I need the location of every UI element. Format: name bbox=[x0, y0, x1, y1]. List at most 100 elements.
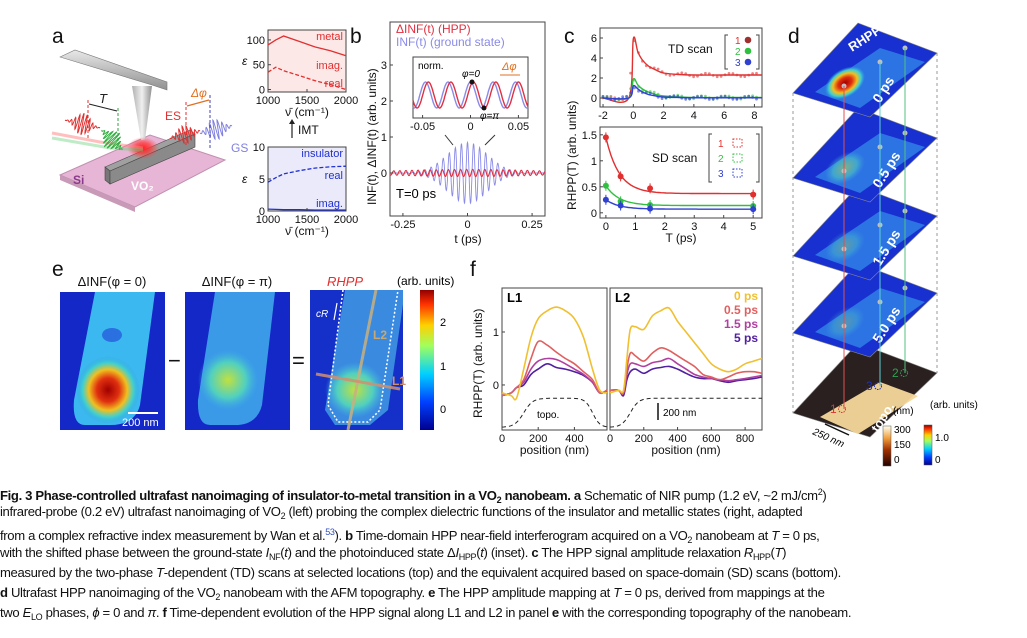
c-top-xtick: 2 bbox=[661, 110, 667, 122]
metal-ytick: 0 bbox=[259, 85, 265, 97]
metal-ytick: 50 bbox=[253, 60, 265, 72]
b-inset-xtick: 0 bbox=[467, 121, 473, 133]
c-bottom-legend-label: 2 bbox=[718, 154, 724, 165]
b-zoom-line-left bbox=[444, 134, 454, 146]
caption-segment: Schematic of NIR pump (1.2 eV, ~2 mJ/cm bbox=[580, 488, 818, 503]
f-series-L1-0 bbox=[501, 306, 608, 401]
panel-label-f: f bbox=[470, 258, 476, 281]
metal-plot-frame bbox=[267, 29, 347, 93]
f-series-L1-3 bbox=[501, 362, 608, 397]
c-top-point-1 bbox=[739, 75, 743, 78]
f-topo-L1 bbox=[501, 397, 608, 428]
c-top-point-3 bbox=[621, 95, 625, 99]
caption-segment: I bbox=[265, 544, 270, 560]
c-top-point-3 bbox=[707, 98, 711, 101]
f-ylabel: RHPP(T) (arb. units) bbox=[471, 309, 485, 418]
caption-segment: ( bbox=[476, 544, 481, 560]
caption-segment: ( bbox=[280, 544, 285, 560]
insulator-title: insulator bbox=[301, 148, 343, 160]
e-title-phase-pi: ΔINF(φ = π) bbox=[202, 274, 273, 289]
c-top-point-2 bbox=[629, 87, 632, 91]
c-top-legend-label: 1 bbox=[735, 36, 741, 47]
e-colorbar-tick: 1 bbox=[440, 361, 446, 373]
d-topo-colorbar bbox=[882, 425, 892, 467]
c-bottom-xtick: 3 bbox=[691, 221, 697, 233]
metal-ylabel: ε bbox=[242, 54, 248, 68]
c-top-point-3 bbox=[747, 94, 751, 98]
b-inset-phase-label: Δφ bbox=[501, 61, 517, 73]
caption-segment: 2 bbox=[215, 591, 220, 602]
caption-segment: LO bbox=[31, 612, 43, 623]
excited-state-pulse bbox=[169, 124, 201, 145]
d-topo-colorbar-unit: (nm) bbox=[893, 406, 914, 417]
caption-line: infrared-probe (0.2 eV) ultrafast nanoim… bbox=[0, 502, 1027, 522]
insulator-imag-curve bbox=[267, 208, 346, 211]
f-legend-entry: 1.5 ps bbox=[724, 317, 758, 331]
f-xtick: 0 bbox=[499, 433, 505, 445]
c-top-ytick: 2 bbox=[591, 73, 597, 85]
c-top-ytick: 6 bbox=[591, 33, 597, 45]
b-xtick: -0.25 bbox=[390, 219, 415, 231]
caption-segment: Fig. 3 Phase-controlled ultrafast nanoim… bbox=[0, 488, 497, 503]
l2-label: L2 bbox=[373, 328, 387, 342]
c-top-xtick: 6 bbox=[721, 110, 727, 122]
c-top-point-1 bbox=[629, 71, 632, 75]
f-series-L2-2 bbox=[609, 357, 763, 395]
caption-segment: -dependent (TD) scans at selected locati… bbox=[163, 564, 841, 580]
caption-segment: = 0 and bbox=[99, 605, 148, 621]
caption-segment: with the corresponding topography of the… bbox=[558, 605, 852, 621]
caption-segment: . bbox=[155, 605, 163, 621]
c-top-point-3 bbox=[735, 98, 739, 101]
caption-segment: nanobeam at bbox=[692, 528, 772, 544]
c-bottom-point-2 bbox=[602, 182, 609, 189]
panel-label-e: e bbox=[52, 258, 64, 281]
c-bottom-ytick: 0 bbox=[591, 208, 597, 220]
metal-xtick: 2000 bbox=[334, 95, 358, 107]
caption-segment: two bbox=[0, 605, 23, 621]
caption-segment: nanobeam. a bbox=[501, 488, 582, 503]
metal-xtick: 1000 bbox=[256, 95, 280, 107]
c-bottom-point-1 bbox=[617, 173, 624, 180]
panel-e: e 200 nm − = cR L2 L1 ΔINF(φ = 0) ΔINF( bbox=[52, 258, 454, 430]
caption-segment: from a complex refractive index measurem… bbox=[0, 528, 326, 544]
caption-segment: π bbox=[147, 605, 156, 621]
f-legend-entry: 0 ps bbox=[734, 289, 758, 303]
caption-segment: ( bbox=[770, 544, 775, 560]
c-bottom-ytick: 1.5 bbox=[582, 130, 597, 142]
reference-link[interactable]: 53 bbox=[325, 527, 335, 538]
insulator-imag-label: imag. bbox=[316, 198, 343, 210]
c-top-point-1 bbox=[751, 72, 754, 75]
substrate-edge bbox=[60, 175, 135, 212]
c-top-point-3 bbox=[672, 94, 676, 97]
caption-segment: 2 bbox=[687, 535, 693, 546]
d-signal-colorbar-tick: 1.0 bbox=[935, 433, 949, 444]
caption-line: two ELO phases, ϕ = 0 and π. f Time-depe… bbox=[0, 603, 1027, 623]
c-top-point-3 bbox=[719, 94, 723, 98]
caption-segment: Time-domain HPP near-field interferogram… bbox=[352, 528, 688, 544]
c-bottom-fit-3 bbox=[605, 199, 757, 210]
c-top-point-2 bbox=[652, 90, 656, 94]
caption-segment: ) bbox=[822, 488, 827, 503]
metal-xtick: 1500 bbox=[295, 95, 319, 107]
dielectric-metal: 0 50 100 1000 1500 2000 ε ν̄ (cm⁻¹) metal bbox=[242, 29, 358, 119]
caption-segment: ) bbox=[782, 544, 787, 560]
f-legend-entry: 0.5 ps bbox=[724, 303, 758, 317]
l1-label: L1 bbox=[392, 374, 406, 388]
figure-caption: Fig. 3 Phase-controlled ultrafast nanoim… bbox=[0, 482, 1027, 623]
d-topo-colorbar-tick: 0 bbox=[894, 455, 900, 466]
c-bottom-frame bbox=[599, 126, 763, 219]
c-bottom-point-3 bbox=[617, 202, 624, 209]
c-bottom-legend-label: 3 bbox=[718, 169, 724, 180]
caption-segment: e bbox=[551, 605, 559, 621]
b-marker-phipi bbox=[481, 105, 487, 111]
d-location-marker-1 bbox=[838, 405, 846, 413]
c-top-ytick: 4 bbox=[591, 53, 597, 65]
c-bottom-legend-label: 1 bbox=[718, 139, 724, 150]
c-bottom-point-1 bbox=[647, 185, 654, 192]
d-signal-colorbar bbox=[923, 424, 933, 466]
d-location-marker-2 bbox=[900, 369, 908, 377]
f-xtick: 400 bbox=[565, 433, 583, 445]
b-marker-phi0 bbox=[469, 79, 475, 85]
c-top-point-1 bbox=[692, 75, 695, 79]
